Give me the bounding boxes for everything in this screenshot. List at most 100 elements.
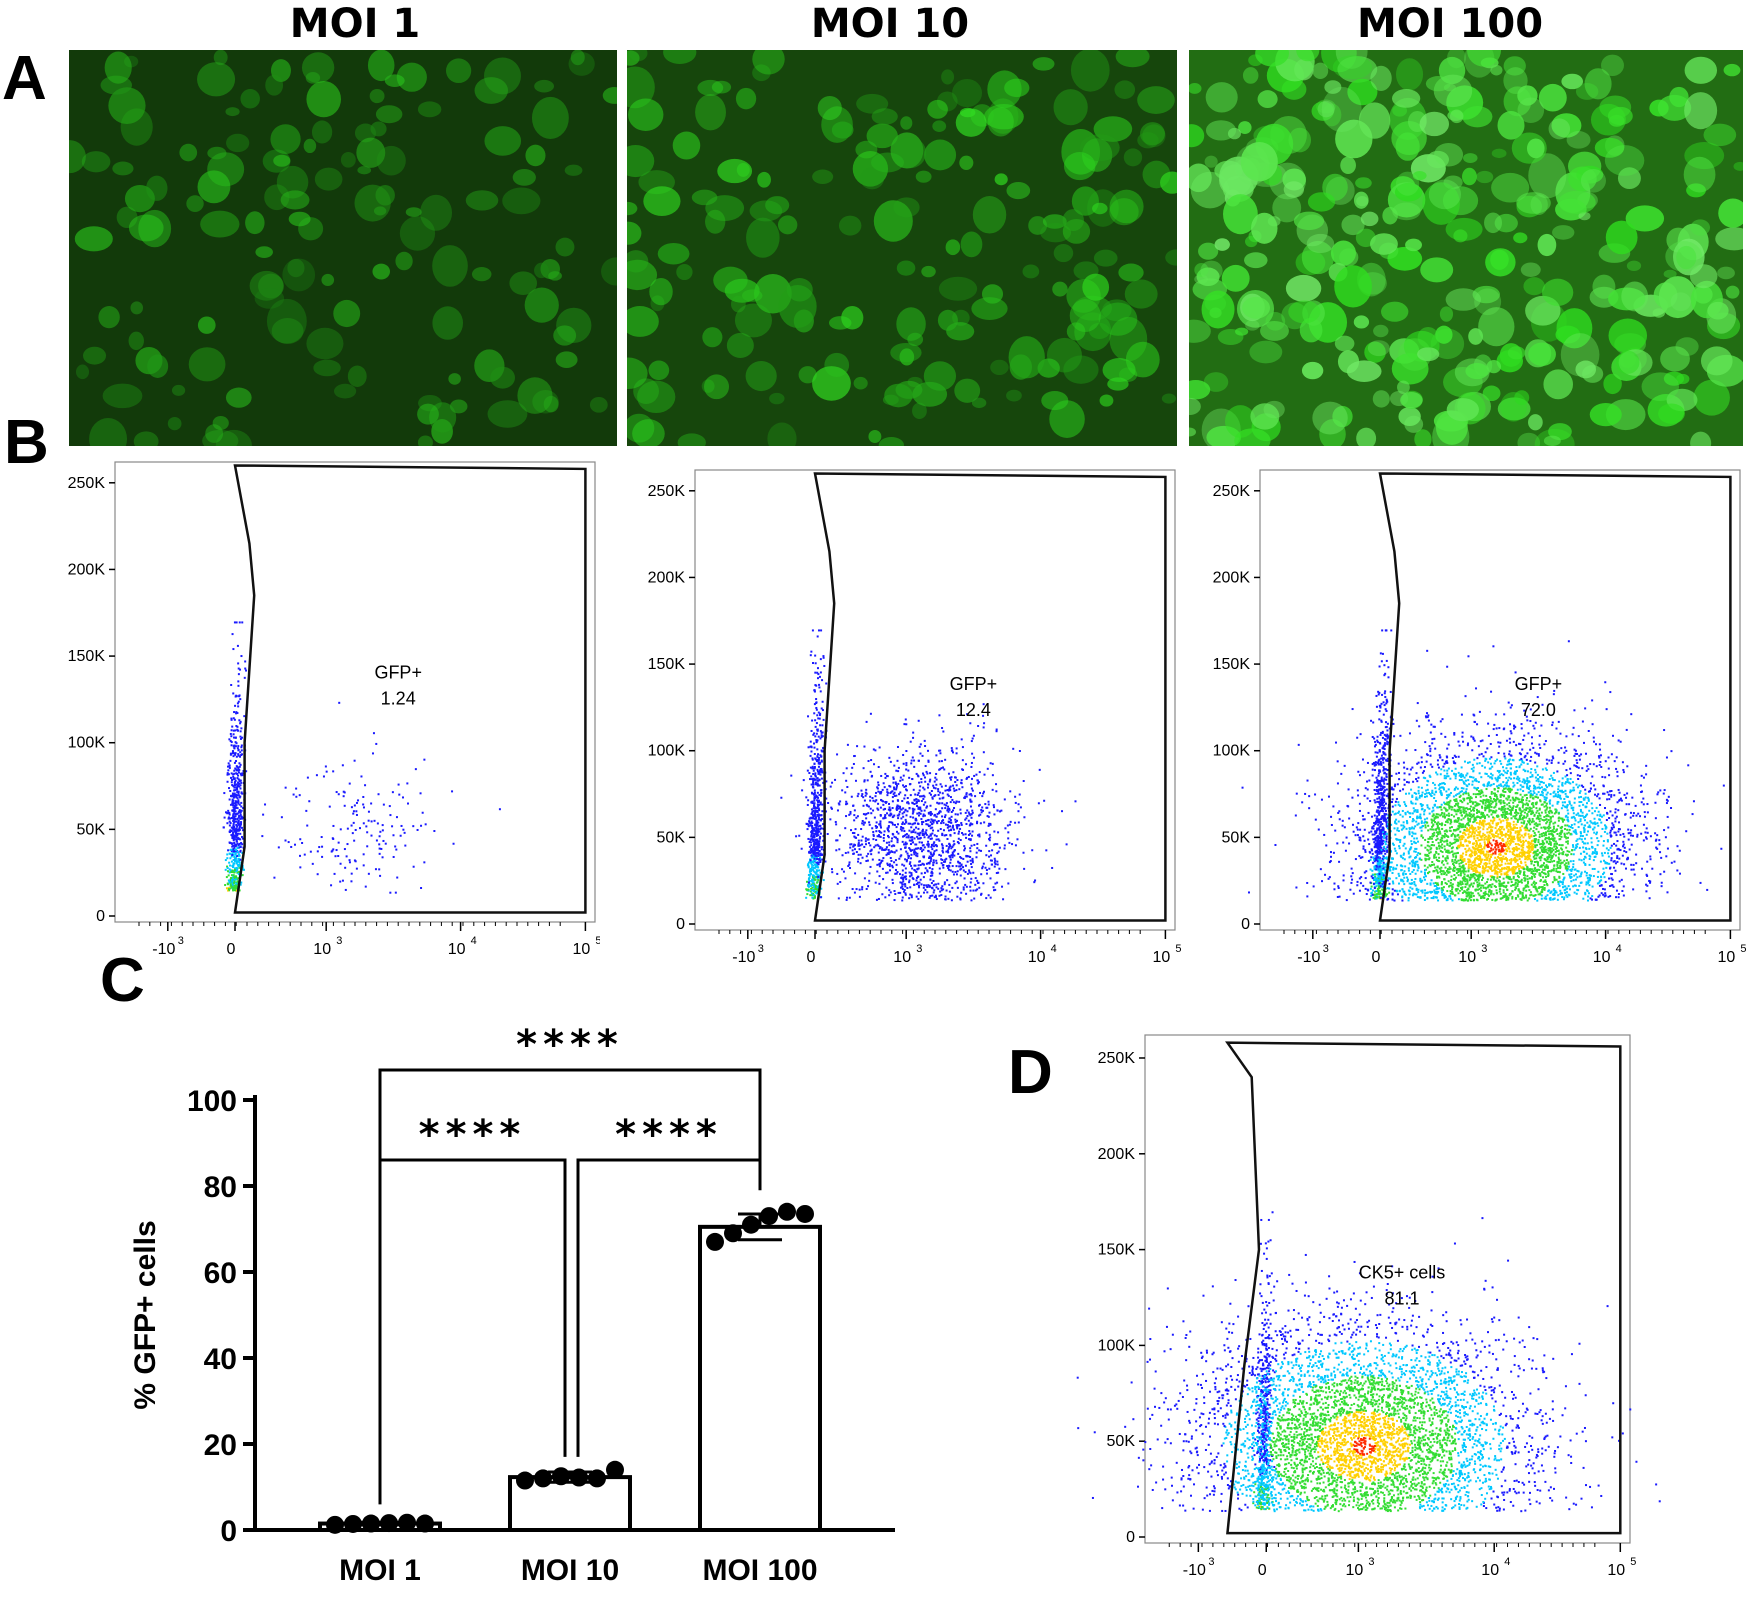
- flow-event: [1533, 727, 1536, 730]
- flow-event: [942, 730, 945, 733]
- flow-event: [234, 780, 237, 783]
- flow-event: [813, 805, 816, 808]
- flow-event: [1565, 846, 1568, 849]
- flow-event: [908, 871, 911, 874]
- flow-event: [819, 658, 822, 661]
- flow-event: [239, 698, 242, 701]
- fluorescent-cell: [1367, 340, 1390, 357]
- flow-event: [853, 819, 856, 822]
- flow-event: [887, 848, 890, 851]
- flow-event: [235, 831, 238, 834]
- flow-event: [1509, 730, 1512, 733]
- flow-event: [1384, 695, 1387, 698]
- flow-event: [959, 874, 962, 877]
- flow-event: [920, 883, 923, 886]
- flow-event: [366, 845, 369, 848]
- fluorescent-cell: [1337, 56, 1378, 83]
- fluorescent-cell: [1040, 223, 1071, 243]
- fluorescent-cell: [691, 189, 718, 206]
- flow-event: [240, 746, 243, 749]
- flow-event: [950, 810, 953, 813]
- flow-event: [949, 796, 952, 799]
- flow-event: [1377, 883, 1380, 886]
- flow-event: [821, 858, 824, 861]
- fluorescent-cell: [1516, 192, 1551, 214]
- flow-event: [1061, 810, 1064, 813]
- flow-event: [976, 888, 979, 891]
- flow-event: [808, 820, 811, 823]
- flow-event: [920, 781, 923, 784]
- fluorescent-cell: [1109, 189, 1144, 224]
- flow-event: [235, 866, 238, 869]
- x-tick-label: 10: [1153, 949, 1171, 966]
- flow-event: [1546, 860, 1549, 863]
- flow-event: [891, 800, 894, 803]
- flow-event: [964, 871, 967, 874]
- flow-event: [810, 791, 813, 794]
- flow-event: [969, 793, 972, 796]
- fluorescent-cell: [1189, 83, 1202, 94]
- fluorescent-cell: [1053, 243, 1074, 263]
- flow-event: [926, 870, 929, 873]
- flow-event: [1603, 871, 1606, 874]
- x-tick-exponent: 3: [916, 943, 922, 955]
- y-tick-label: 0: [676, 916, 685, 933]
- flow-event: [881, 859, 884, 862]
- flow-event: [1498, 784, 1501, 787]
- flow-event: [232, 804, 235, 807]
- flow-event: [864, 837, 867, 840]
- flow-event: [887, 826, 890, 829]
- flow-event: [911, 830, 914, 833]
- flow-event: [230, 794, 233, 797]
- fluorescent-cell: [767, 422, 797, 446]
- flow-event: [229, 789, 232, 792]
- flow-event: [1587, 895, 1590, 898]
- flow-event: [1388, 727, 1391, 730]
- fluorescent-cell: [225, 387, 252, 408]
- flow-event: [1375, 781, 1378, 784]
- flow-event: [819, 724, 822, 727]
- flow-event: [903, 723, 906, 726]
- flow-event: [877, 844, 880, 847]
- x-tick-exponent: 5: [595, 935, 600, 947]
- flow-event: [1386, 733, 1389, 736]
- flow-event: [1547, 870, 1550, 873]
- flow-event: [956, 827, 959, 830]
- fluorescent-cell: [1257, 90, 1278, 109]
- flow-event: [954, 882, 957, 885]
- flow-event: [1382, 855, 1385, 858]
- flow-event: [897, 891, 900, 894]
- flow-event: [1526, 882, 1529, 885]
- flow-event: [1379, 784, 1382, 787]
- flow-event: [813, 795, 816, 798]
- flow-event: [1375, 705, 1378, 708]
- flow-event: [954, 818, 957, 821]
- fluorescent-cell: [273, 154, 291, 167]
- fluorescent-cell: [369, 88, 385, 104]
- flow-event: [810, 822, 813, 825]
- flow-event: [930, 812, 933, 815]
- flow-event: [1381, 798, 1384, 801]
- gate-value: 12.4: [956, 700, 991, 720]
- flow-event: [1376, 739, 1379, 742]
- fluorescent-cell: [677, 433, 706, 446]
- flow-event: [816, 805, 819, 808]
- flow-event: [865, 817, 868, 820]
- flow-event: [996, 852, 999, 855]
- flow-event: [915, 772, 918, 775]
- fluorescent-cell: [1615, 350, 1640, 374]
- fluorescent-cell: [1189, 319, 1211, 343]
- flow-event: [236, 725, 239, 728]
- flow-event: [1009, 820, 1012, 823]
- flow-event: [1484, 844, 1487, 847]
- flow-event: [1441, 837, 1444, 840]
- flow-event: [900, 876, 903, 879]
- flow-event: [1014, 801, 1017, 804]
- flow-event: [887, 829, 890, 832]
- flow-event: [1583, 830, 1586, 833]
- flow-event: [997, 850, 1000, 853]
- flow-event: [1376, 797, 1379, 800]
- flow-event: [943, 834, 946, 837]
- flow-event: [869, 850, 872, 853]
- flow-event: [1374, 895, 1377, 898]
